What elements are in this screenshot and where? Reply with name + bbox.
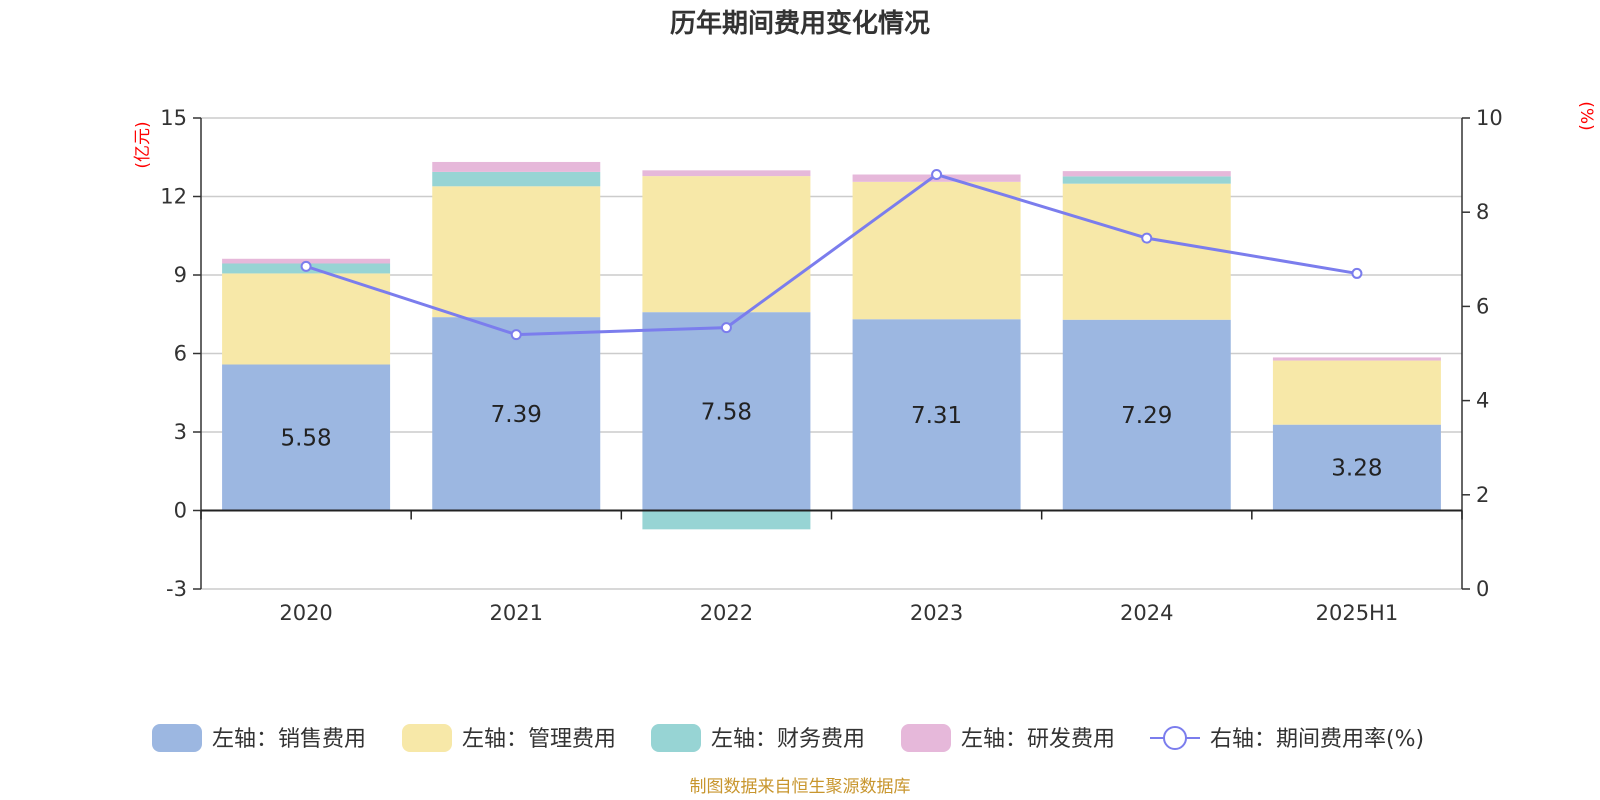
- category-label: 2023: [910, 601, 963, 625]
- legend-label: 左轴：销售费用: [212, 727, 366, 752]
- bar-segment: [222, 273, 391, 365]
- bar-data-label: 7.39: [491, 402, 542, 428]
- bar-segment: [1062, 176, 1231, 184]
- rate-point: [720, 322, 732, 334]
- source-note: 制图数据来自恒生聚源数据库: [690, 777, 911, 797]
- right-tick-label: 2: [1476, 483, 1489, 507]
- bar-segment: [1272, 424, 1441, 511]
- rate-line-path: [305, 172, 1358, 337]
- bar-segment: [432, 317, 601, 511]
- bar-segment: [1062, 183, 1231, 320]
- category-label: 2021: [490, 601, 543, 625]
- bar-segment: [642, 510, 811, 530]
- left-tick-label: -3: [166, 577, 187, 601]
- bar-segment: [432, 161, 601, 172]
- bar-segment: [432, 186, 601, 318]
- left-tick-label: 12: [160, 185, 187, 209]
- right-tick-label: 6: [1476, 294, 1489, 318]
- legend-marker: [1163, 726, 1187, 750]
- bar-segment: [642, 176, 811, 313]
- legend-label: 左轴：管理费用: [462, 727, 616, 752]
- left-tick-label: 6: [174, 342, 187, 366]
- right-tick-label: 0: [1476, 577, 1489, 601]
- legend-swatch: [651, 724, 701, 752]
- category-label: 2020: [279, 601, 332, 625]
- legend-swatch: [402, 724, 452, 752]
- legend-swatch: [152, 724, 202, 752]
- bar-segment: [1272, 360, 1441, 425]
- bar-segment: [222, 364, 391, 511]
- left-tick-label: 15: [160, 106, 187, 130]
- right-tick-label: 8: [1476, 200, 1489, 224]
- bar-data-label: 7.58: [701, 399, 752, 425]
- legend: 左轴：销售费用 左轴：管理费用 左轴：财务费用 左轴：研发费用 右轴：期间费用率(%): [152, 724, 1424, 752]
- legend-swatch: [901, 724, 951, 752]
- bar-data-label: 3.28: [1331, 456, 1382, 482]
- left-tick-label: 0: [174, 499, 187, 523]
- legend-label: 左轴：财务费用: [711, 727, 865, 752]
- axes: -3 0 3 6 9 12 15 0 2 4 6 8 10 2020 2021 2022 2023 2024 202…: [160, 106, 1502, 625]
- rate-point: [300, 260, 312, 272]
- left-axis-unit: (亿元): [133, 121, 153, 168]
- bar-segment: [432, 171, 601, 187]
- chart-title: 历年期间费用变化情况: [670, 8, 930, 39]
- bar-segment: [852, 181, 1021, 320]
- legend-label: 左轴：研发费用: [961, 727, 1115, 752]
- right-tick-label: 4: [1476, 389, 1489, 413]
- category-label: 2022: [700, 601, 753, 625]
- bar-segment: [1062, 319, 1231, 511]
- left-tick-label: 9: [174, 263, 187, 287]
- bar-data-label: 5.58: [280, 425, 331, 451]
- bar-segment: [1062, 171, 1231, 177]
- category-label: 2025H1: [1316, 601, 1399, 625]
- rate-point: [510, 329, 522, 341]
- bar-labels: 5.58 7.39 7.58 7.31 7.29 3.28: [280, 399, 1382, 481]
- rate-point: [1351, 267, 1363, 279]
- legend-label: 右轴：期间费用率(%): [1210, 727, 1424, 752]
- right-axis-unit: (%): [1576, 101, 1596, 130]
- bar-data-label: 7.31: [911, 403, 962, 429]
- rate-point: [931, 169, 943, 181]
- bar-segment: [642, 170, 811, 177]
- bar-segment: [852, 319, 1021, 511]
- bars: [222, 161, 1441, 530]
- bar-segment: [642, 312, 811, 511]
- grid: [201, 117, 1462, 590]
- rate-line: [300, 169, 1363, 341]
- rate-point: [1141, 232, 1153, 244]
- bar-data-label: 7.29: [1121, 403, 1172, 429]
- bar-segment: [1272, 357, 1441, 361]
- left-tick-label: 3: [174, 420, 187, 444]
- right-tick-label: 10: [1476, 106, 1503, 130]
- category-label: 2024: [1120, 601, 1173, 625]
